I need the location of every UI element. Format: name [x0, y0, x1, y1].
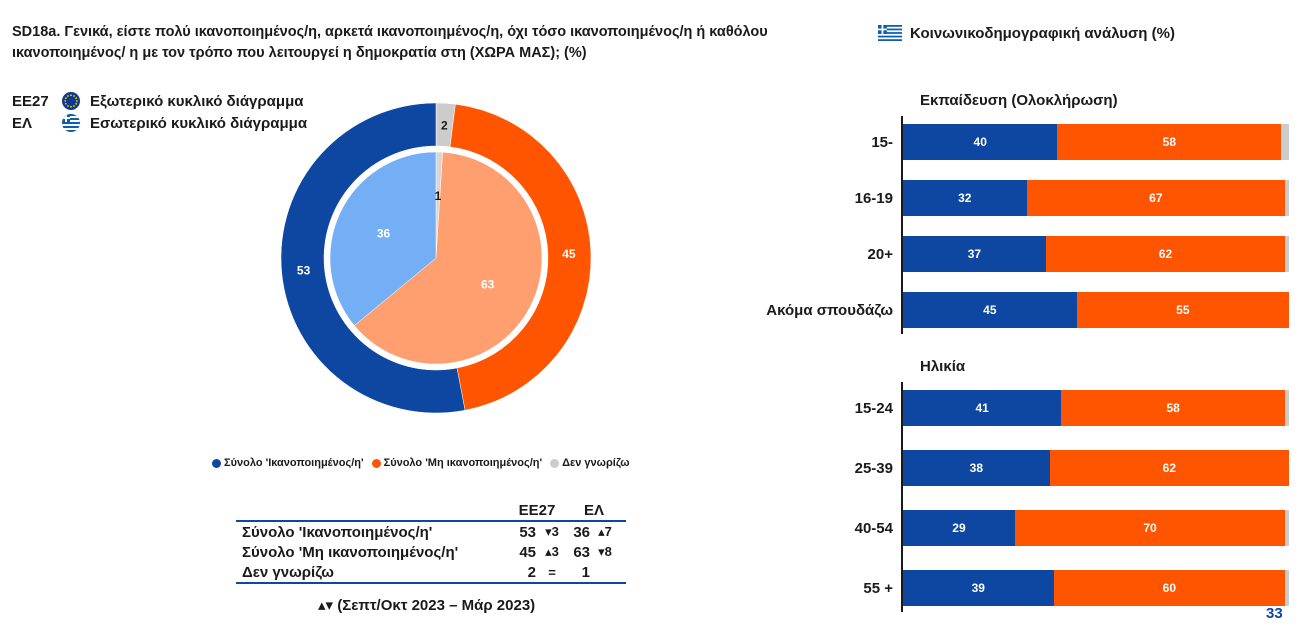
bar-group-title: Ηλικία	[920, 358, 966, 375]
bar-axis-line	[901, 382, 903, 612]
ring-legend-outer: ΕΕ27 Εξωτερικό κυκλικό διάγραμμα	[12, 90, 307, 112]
inner-code: ΕΛ	[12, 114, 33, 132]
stacked-bar: 39 60	[903, 570, 1289, 606]
bar-segment-not-satisfied: 70	[1014, 510, 1286, 546]
trend-note: ▴▾ (Σεπτ/Οκτ 2023 – Μάρ 2023)	[318, 597, 536, 614]
outer-ring	[280, 102, 592, 414]
bar-segment-not-satisfied: 58	[1057, 124, 1282, 160]
legend-satisfied: Σύνολο 'Ικανοποιημένος/η'	[212, 457, 364, 469]
bar-row-label: 15-	[871, 134, 893, 151]
summary-row: Δεν γνωρίζω 2 = 1	[236, 562, 626, 584]
stacked-bar: 41 58	[903, 390, 1289, 426]
sociodemographic-title: Κοινωνικοδημογραφική ανάλυση (%)	[910, 24, 1175, 42]
legend-dont-know: Δεν γνωρίζω	[550, 457, 630, 469]
legend-not-satisfied-swatch	[371, 458, 381, 468]
legend-not-satisfied: Σύνολο 'Μη ικανοποιημένος/η'	[371, 457, 543, 469]
bar-segment-satisfied: 38	[903, 450, 1050, 486]
inner-ring	[327, 149, 545, 367]
summary-row: Σύνολο 'Μη ικανοποιημένος/η' 45 ▴3 63 ▾8	[236, 542, 626, 562]
legend-dont-know-label: Δεν γνωρίζω	[562, 457, 630, 469]
summary-ee-trend: ▴3	[545, 544, 559, 559]
bar-segment-not-satisfied: 67	[1026, 180, 1286, 216]
summary-el-trend: ▾8	[598, 544, 612, 559]
donut-chart: 2 45 53 1 63 36	[280, 102, 592, 414]
bar-group-title: Εκπαίδευση (Ολοκλήρωση)	[920, 92, 1118, 109]
inner-slice-satisfied	[329, 151, 437, 326]
summary-row-label: Δεν γνωρίζω	[242, 563, 334, 581]
summary-col-el: ΕΛ	[583, 501, 604, 519]
stacked-bar: 32 67	[903, 180, 1289, 216]
legend-not-satisfied-label: Σύνολο 'Μη ικανοποιημένος/η'	[383, 457, 543, 469]
summary-ee-value: 2	[527, 563, 536, 581]
question-title: SD18a. Γενικά, είστε πολύ ικανοποιημένος…	[12, 24, 768, 61]
stacked-bar: 38 62	[903, 450, 1289, 486]
ring-legend-inner: ΕΛ Εσωτερικό κυκλικό διάγραμμα	[12, 112, 307, 134]
bar-row-label: 40-54	[854, 520, 893, 537]
page-number: 33	[1266, 605, 1283, 622]
bar-segment-satisfied: 39	[903, 570, 1054, 606]
inner-label-not-satisfied: 63	[481, 277, 495, 291]
pie-legend: Σύνολο 'Ικανοποιημένος/η' Σύνολο 'Μη ικα…	[212, 457, 630, 469]
summary-ee-trend: =	[548, 564, 556, 580]
outer-label-not-satisfied: 45	[562, 247, 576, 261]
greek-flag-icon	[878, 25, 902, 41]
bar-segment-satisfied: 41	[903, 390, 1062, 426]
legend-satisfied-label: Σύνολο 'Ικανοποιημένος/η'	[224, 457, 364, 469]
summary-row-label: Σύνολο 'Ικανοποιημένος/η'	[242, 523, 433, 541]
summary-el-value: 63	[573, 543, 590, 561]
stacked-bar: 29 70	[903, 510, 1289, 546]
summary-row-label: Σύνολο 'Μη ικανοποιημένος/η'	[242, 543, 459, 561]
stacked-bar: 40 58	[903, 124, 1289, 160]
outer-slice-not-satisfied	[449, 103, 592, 411]
inner-label-dont-know: 1	[435, 189, 442, 203]
summary-row: Σύνολο 'Ικανοποιημένος/η' 53 ▾3 36 ▴7	[236, 522, 626, 542]
outer-slice-satisfied	[280, 102, 466, 414]
bar-segment-satisfied: 29	[903, 510, 1015, 546]
ring-legend: ΕΕ27 Εξωτερικό κυκλικό διάγραμμα ΕΛ Εσωτ…	[12, 90, 307, 134]
bar-segment-satisfied: 37	[903, 236, 1046, 272]
outer-label-satisfied: 53	[297, 264, 311, 278]
legend-dont-know-swatch	[550, 458, 560, 468]
summary-el-value: 36	[573, 523, 590, 541]
bar-segment-satisfied: 32	[903, 180, 1027, 216]
summary-el-value: 1	[581, 563, 590, 581]
bar-segment-satisfied: 45	[903, 292, 1077, 328]
summary-header: ΕΕ27 ΕΛ	[236, 500, 626, 522]
inner-slice-not-satisfied	[353, 151, 543, 365]
bar-row-label: 25-39	[854, 460, 893, 477]
inner-label: Εσωτερικό κυκλικό διάγραμμα	[90, 114, 308, 132]
bar-row-label: 55 +	[863, 580, 893, 597]
bar-segment-satisfied: 40	[903, 124, 1058, 160]
summary-col-ee: ΕΕ27	[518, 501, 556, 519]
stacked-bar: 37 62	[903, 236, 1289, 272]
bar-row-label: 15-24	[854, 400, 893, 417]
bar-segment-not-satisfied: 62	[1045, 236, 1286, 272]
legend-satisfied-swatch	[212, 458, 221, 468]
outer-label: Εξωτερικό κυκλικό διάγραμμα	[90, 92, 304, 110]
bar-segment-not-satisfied: 58	[1061, 390, 1286, 426]
sociodemographic-header: Κοινωνικοδημογραφική ανάλυση (%)	[878, 24, 1175, 42]
bar-row-label: 16-19	[854, 190, 893, 207]
bar-row-label: 20+	[867, 246, 893, 263]
summary-ee-value: 53	[519, 523, 536, 541]
summary-table: ΕΕ27 ΕΛ Σύνολο 'Ικανοποιημένος/η' 53 ▾3 …	[236, 500, 626, 584]
outer-label-dont-know: 2	[441, 118, 448, 132]
inner-label-satisfied: 36	[377, 226, 391, 240]
bar-segment-not-satisfied: 55	[1076, 292, 1289, 328]
summary-el-trend: ▴7	[598, 524, 612, 539]
bar-row-label: Ακόμα σπουδάζω	[766, 302, 893, 319]
stacked-bar: 45 55	[903, 292, 1289, 328]
outer-code: ΕΕ27	[12, 92, 49, 110]
bar-segment-not-satisfied: 62	[1049, 450, 1289, 486]
bar-axis-line	[901, 116, 903, 334]
summary-ee-value: 45	[519, 543, 536, 561]
eu-flag-icon	[62, 92, 80, 110]
bar-segment-not-satisfied: 60	[1053, 570, 1286, 606]
summary-ee-trend: ▾3	[545, 524, 559, 539]
greek-flag-round-icon	[62, 114, 80, 132]
donut-labels: 2 45 53 1 63 36	[297, 118, 576, 291]
